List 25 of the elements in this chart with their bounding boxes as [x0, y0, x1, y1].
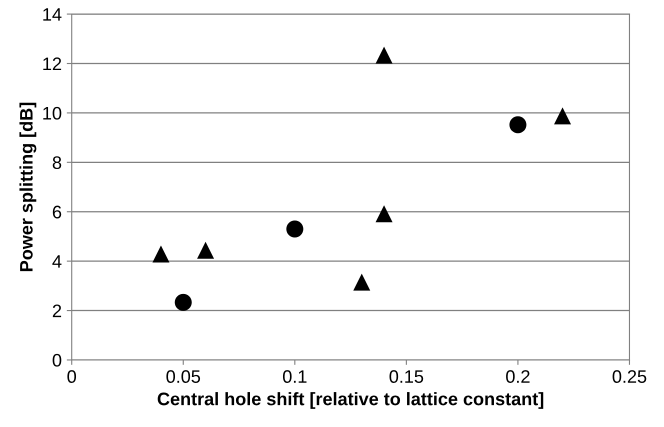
- point: [174, 294, 192, 311]
- point: [152, 245, 170, 262]
- point: [197, 242, 214, 259]
- y-tick-label: 0: [52, 354, 62, 367]
- point: [376, 46, 393, 64]
- y-tick-label: 2: [52, 304, 62, 318]
- point: [509, 116, 526, 134]
- x-tick-label: 0.25: [612, 370, 646, 383]
- x-tick-label: 0: [67, 370, 76, 383]
- x-tick-label: 0.05: [166, 370, 200, 383]
- y-tick-label: 10: [43, 106, 62, 120]
- x-tick-label: 0.15: [390, 370, 424, 383]
- y-tick-label: 8: [52, 156, 62, 170]
- y-tick-label: 12: [43, 57, 62, 70]
- point: [353, 274, 370, 291]
- point: [554, 107, 572, 124]
- x-tick-label: 0.1: [282, 370, 306, 383]
- y-tick-label: 6: [52, 206, 62, 218]
- y-tick-label: 4: [52, 255, 62, 268]
- y-tick-label: 14: [43, 8, 62, 21]
- point: [376, 205, 393, 222]
- point: [286, 220, 304, 238]
- x-axis-title: Central hole shift [relative to lattice constant]: [158, 392, 544, 409]
- x-tick-label: 0.2: [506, 370, 530, 383]
- y-axis-title: Power splitting [dB]: [19, 102, 36, 272]
